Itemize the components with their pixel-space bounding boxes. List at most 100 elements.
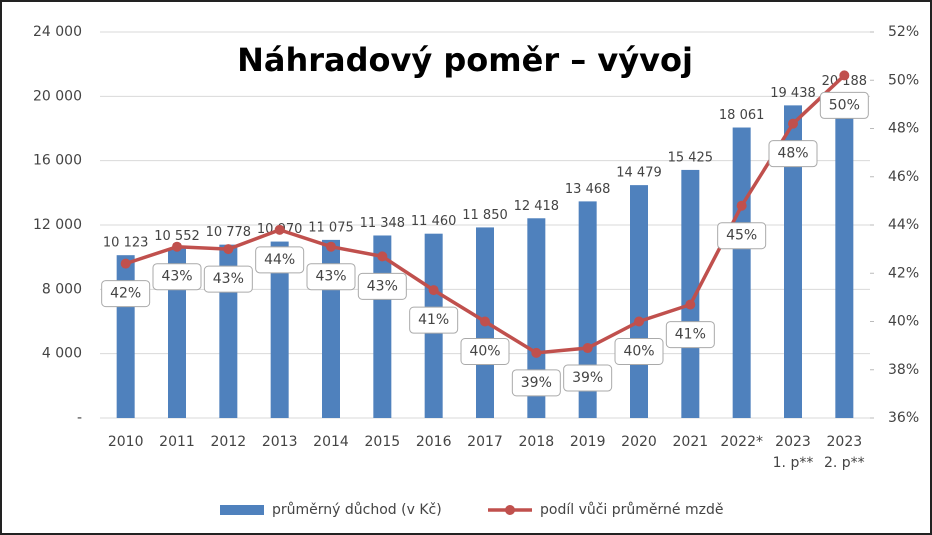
x-tick-label: 2017 (467, 434, 503, 450)
x-tick-label: 2011 (159, 434, 195, 450)
bar-value-label: 19 438 (770, 86, 816, 101)
line-value-label: 48% (777, 146, 808, 162)
x-tick-label: 2018 (519, 434, 555, 450)
legend-label: průměrný důchod (v Kč) (272, 502, 442, 518)
bar-value-label: 10 778 (206, 225, 252, 240)
x-tick-label: 2023 2. p** (824, 434, 865, 471)
bar-value-label: 13 468 (565, 182, 611, 197)
line-marker (172, 241, 182, 252)
y2-tick-label: 40% (888, 314, 919, 330)
line-value-label: 45% (726, 228, 757, 244)
line-value-label: 44% (264, 252, 295, 268)
legend-marker (505, 505, 515, 515)
line-marker (634, 316, 644, 327)
bar (835, 93, 854, 419)
line-label-box (665, 321, 715, 349)
line-value-label: 39% (521, 375, 552, 391)
bar-value-label: 11 075 (308, 220, 354, 235)
bar (578, 201, 597, 418)
x-tick-label: 2020 (621, 434, 657, 450)
y2-tick-label: 42% (888, 265, 919, 281)
x-tick-label: 2012 (211, 434, 247, 450)
y2-tick-label: 48% (888, 121, 919, 137)
y-tick-label: 4 000 (42, 346, 82, 362)
y-tick-label: 20 000 (33, 88, 82, 104)
line-label-box (409, 306, 459, 334)
line-value-label: 41% (675, 327, 706, 343)
x-tick-label: 2016 (416, 434, 452, 450)
line-value-label: 42% (110, 286, 141, 302)
line-label-box (717, 222, 767, 250)
line-value-label: 40% (469, 344, 500, 360)
x-tick-label: 2019 (570, 434, 606, 450)
line-label-box (511, 369, 561, 397)
bar-value-label: 18 061 (719, 108, 765, 123)
line-label-box (460, 338, 510, 365)
line-label-box (819, 91, 869, 119)
bar-value-label: 15 425 (668, 150, 714, 165)
bar (270, 241, 289, 418)
line-value-label: 43% (213, 271, 244, 287)
line-marker (428, 285, 439, 296)
bar-value-label: 11 460 (411, 214, 457, 229)
line-value-label: 43% (161, 269, 192, 285)
x-tick-label: 2015 (365, 434, 401, 450)
x-tick-label: 2021 (673, 434, 709, 450)
line-label-box (101, 280, 151, 308)
line-marker (685, 299, 696, 310)
line-label-box (255, 246, 305, 274)
y2-tick-label: 52% (888, 24, 919, 40)
line-marker (480, 316, 490, 327)
x-tick-label: 2013 (262, 434, 298, 450)
line-value-label: 43% (315, 269, 346, 285)
line-marker (274, 224, 285, 235)
bar (527, 218, 546, 418)
bar-value-label: 10 552 (154, 229, 200, 244)
y-tick-label: 8 000 (42, 281, 82, 297)
y-tick-label: 24 000 (33, 24, 82, 40)
y2-tick-label: 50% (888, 72, 919, 88)
y-tick-label: 16 000 (33, 153, 82, 169)
bar (732, 127, 751, 418)
y2-tick-label: 38% (888, 362, 919, 378)
bar (373, 235, 392, 418)
line-value-label: 43% (367, 278, 398, 294)
line-marker (377, 251, 388, 262)
bar-value-label: 11 850 (462, 208, 508, 223)
line-marker (839, 70, 850, 81)
x-tick-label: 2010 (108, 434, 144, 450)
line-marker (326, 241, 336, 252)
line-label-box (203, 265, 253, 293)
x-tick-label: 2014 (313, 434, 349, 450)
bar-value-label: 11 348 (360, 216, 406, 231)
line-label-box (357, 272, 407, 300)
x-tick-label: 2023 1. p** (773, 434, 814, 471)
line-marker (788, 118, 798, 129)
bar (168, 248, 186, 418)
bar (630, 185, 648, 418)
title-backdrop (205, 36, 725, 86)
overlay: 10 123 10 552 10 778 10 970 11 075 11 348 11 4… (101, 70, 869, 518)
bar-value-label: 14 479 (616, 166, 662, 181)
y-tick-label: 12 000 (33, 217, 82, 233)
line-label-box (306, 263, 356, 291)
bar-value-label: 10 123 (103, 236, 149, 251)
line-label-box (563, 364, 613, 392)
y2-tick-label: 44% (888, 217, 919, 233)
bar-value-label: 12 418 (514, 199, 560, 214)
bar (681, 169, 700, 418)
line-label-box (614, 338, 664, 365)
line-marker (531, 347, 542, 358)
line-value-label: 50% (829, 97, 860, 113)
line-marker (223, 244, 234, 255)
legend-label: podíl vůči průměrné mzdě (540, 502, 723, 518)
line-label-box (768, 140, 818, 168)
y2-tick-label: 36% (888, 410, 919, 426)
line-marker (120, 258, 131, 269)
x-tick-label: 2022* (720, 434, 763, 450)
line-marker (582, 343, 593, 354)
line-value-label: 39% (572, 370, 603, 386)
line-label-box (152, 263, 202, 291)
chart-title: Náhradový poměr – vývoj (237, 41, 693, 79)
